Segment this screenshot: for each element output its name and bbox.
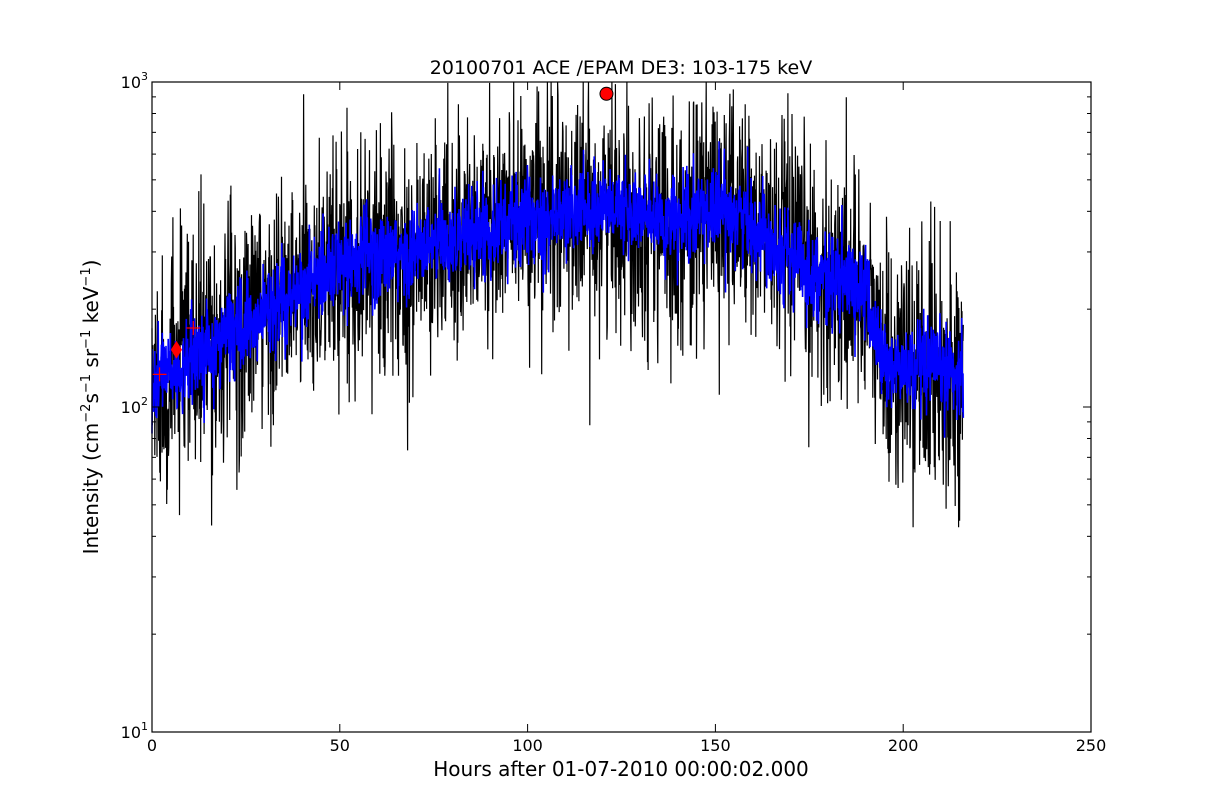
y-label-prefix: Intensity (cm [79, 423, 103, 555]
y-tick-label: 101 [121, 720, 148, 742]
y-label-suffix: ) [79, 260, 103, 268]
series-blue-smoothed [151, 141, 965, 438]
y-axis-label: Intensity (cm−2s−1 sr−1 keV−1) [79, 260, 103, 555]
y-tick-label: 103 [121, 70, 148, 92]
x-tick-label: 150 [700, 736, 731, 755]
x-tick-label: 200 [888, 736, 919, 755]
y-label-sup4: −1 [79, 267, 94, 286]
marker-plus [186, 321, 201, 336]
x-tick-label: 100 [512, 736, 543, 755]
y-label-sup3: −1 [79, 330, 94, 349]
y-tick-exp: 3 [141, 70, 148, 83]
plot-markers [152, 86, 614, 382]
y-tick-exp: 1 [141, 720, 148, 733]
x-tick-label: 0 [147, 736, 157, 755]
y-label-part4: keV [79, 286, 103, 330]
x-axis-label: Hours after 01-07-2010 00:00:02.000 [433, 757, 809, 781]
y-label-part3: sr [79, 348, 103, 374]
marker-diamond [170, 340, 183, 359]
x-tick-label: 250 [1076, 736, 1107, 755]
y-tick-exp: 2 [141, 395, 148, 408]
y-tick-base: 10 [121, 73, 141, 92]
x-tick-label: 50 [330, 736, 350, 755]
y-tick-base: 10 [121, 398, 141, 417]
marker-circle [599, 86, 614, 101]
y-tick-base: 10 [121, 723, 141, 742]
y-label-sup1: −2 [79, 404, 94, 423]
y-label-sup2: −1 [79, 374, 94, 393]
chart-title: 20100701 ACE /EPAM DE3: 103-175 keV [430, 57, 812, 79]
x-axis-ticks: 0 50 100 150 200 250 [147, 82, 1106, 755]
y-tick-label: 102 [121, 395, 148, 417]
marker-plus [152, 367, 167, 382]
y-label-part2: s [79, 393, 103, 403]
